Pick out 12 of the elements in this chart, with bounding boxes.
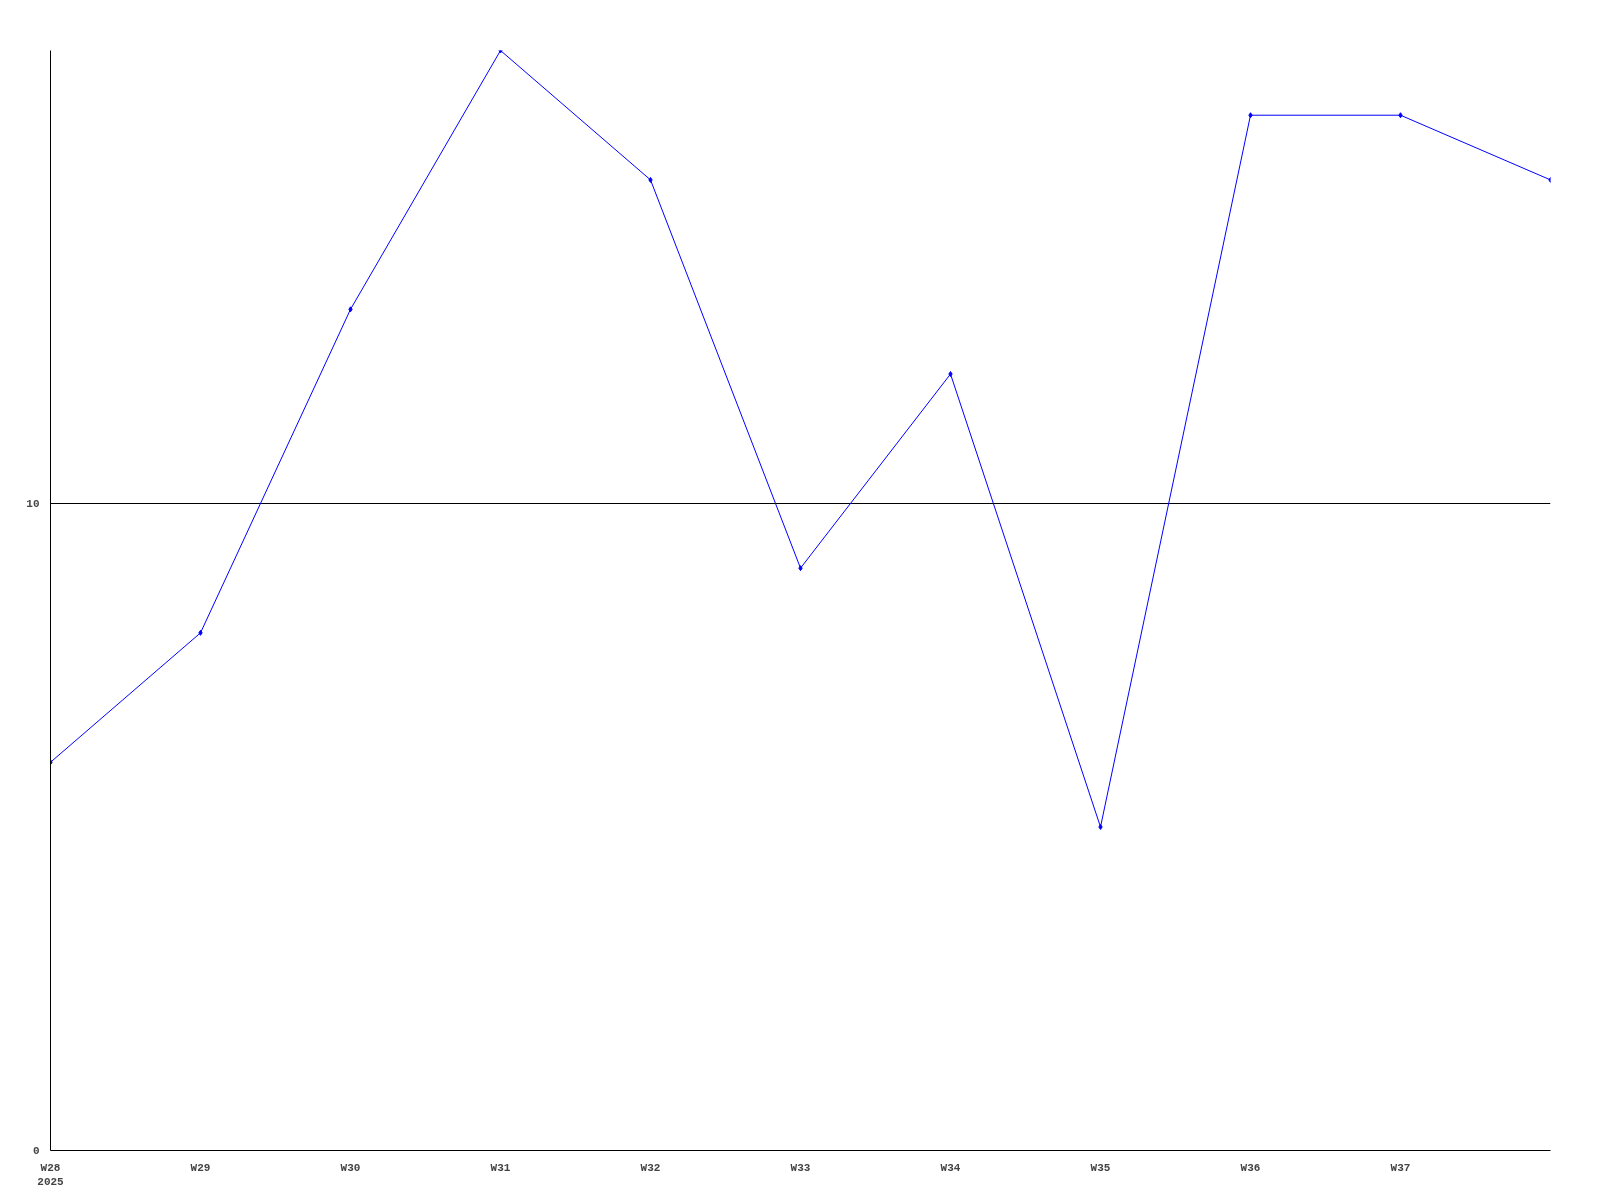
x-tick-label: W30 xyxy=(340,1161,361,1174)
y-tick-label: 0 xyxy=(32,1145,40,1157)
x-tick-label: W29 xyxy=(190,1161,211,1174)
x-tick-label: W36 xyxy=(1240,1161,1261,1174)
x-tick-label: W32 xyxy=(640,1161,661,1174)
x-tick-label: W37 xyxy=(1390,1161,1411,1174)
x-tick-label: W35 xyxy=(1090,1161,1111,1174)
x-tick-label: W34 xyxy=(940,1161,961,1174)
x-tick-label: W31 xyxy=(490,1161,511,1174)
x-tick-label: W33 xyxy=(790,1161,811,1174)
x-tick-label: W28 2025 xyxy=(37,1161,65,1188)
y-tick-label: 10 xyxy=(26,497,40,510)
